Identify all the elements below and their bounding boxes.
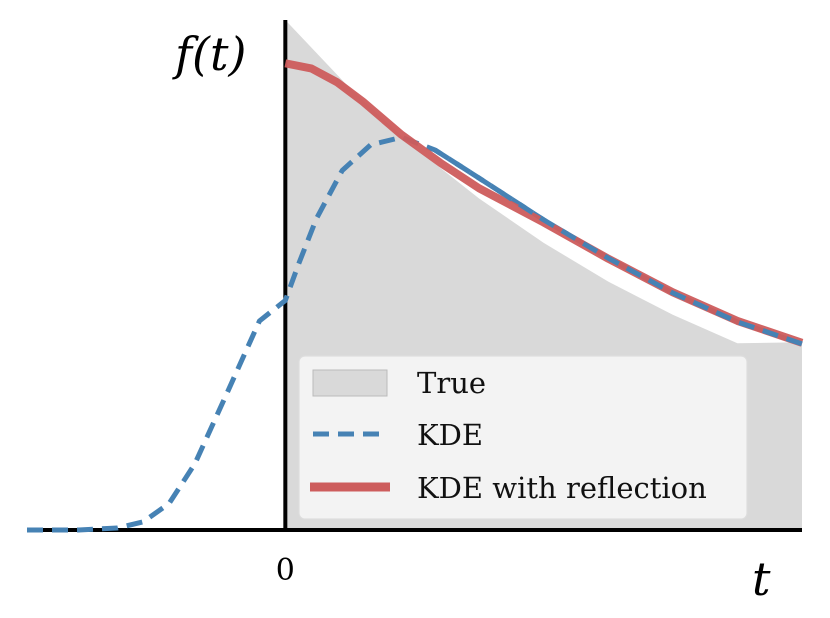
x-axis-label: t [752,552,771,606]
legend-box [298,355,748,520]
x-tick-label: 0 [276,553,295,588]
axes-layer [27,20,802,532]
x-ticks: 0 [276,553,295,588]
kde-reflection-layer [284,59,804,347]
legend-label-true: True [417,366,486,400]
legend: True KDE KDE with reflection [298,355,748,520]
y-axis-label: f(t) [172,27,246,81]
kde-line-overlay [433,147,803,347]
legend-swatch-true [312,369,388,397]
legend-label-kde: KDE [417,418,483,452]
legend-label-kde-reflection: KDE with reflection [417,471,707,505]
